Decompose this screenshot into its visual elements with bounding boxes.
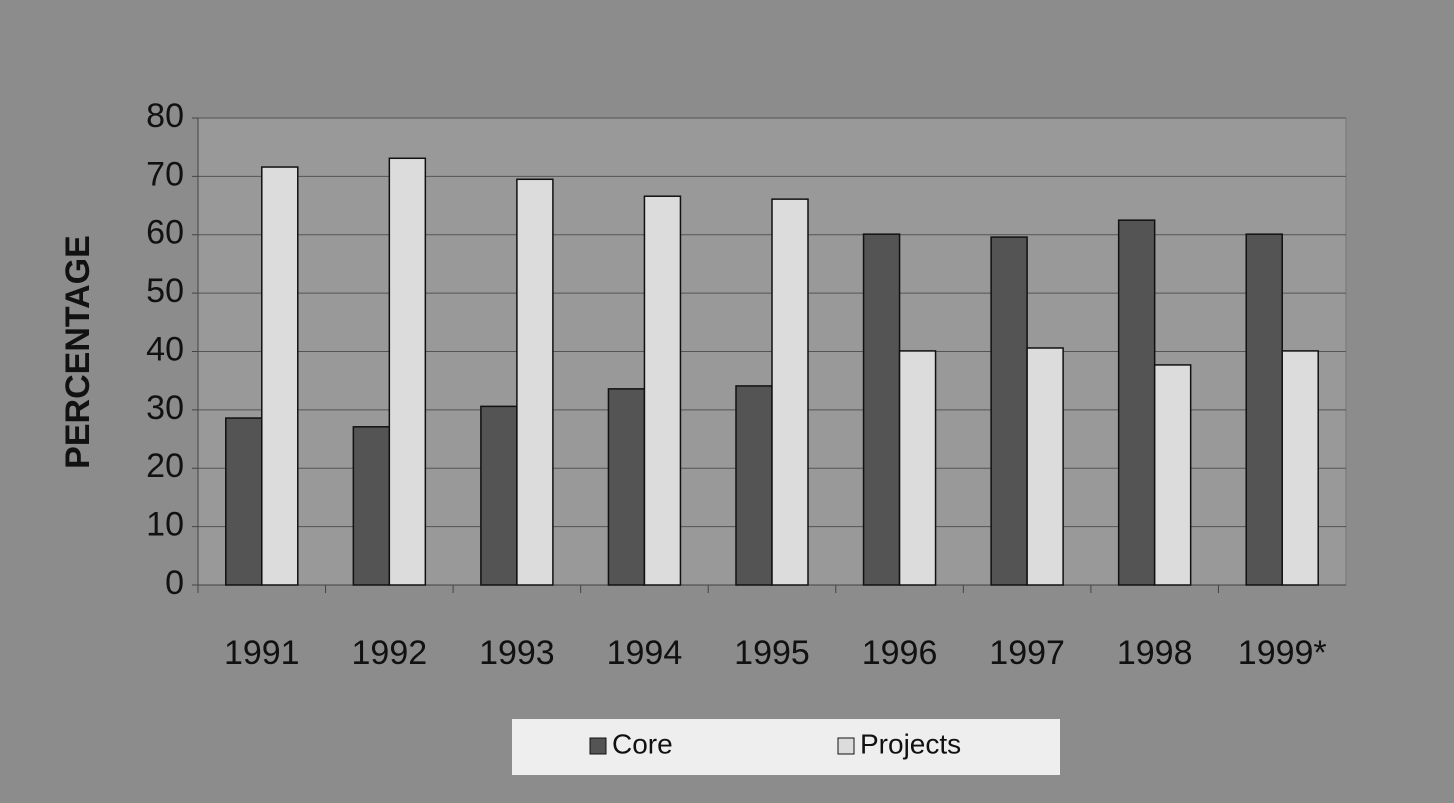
legend-label: Projects	[860, 728, 961, 759]
bar	[735, 385, 773, 586]
bar	[1153, 364, 1192, 586]
legend-swatch	[837, 737, 855, 755]
x-tick-label: 1994	[607, 634, 683, 672]
x-tick-label: 1999*	[1238, 634, 1327, 672]
y-tick-label: 0	[165, 564, 184, 602]
y-tick-label: 10	[146, 506, 184, 544]
bar	[862, 233, 901, 586]
y-axis-label: PERCENTAGE	[59, 235, 97, 469]
bar	[898, 350, 937, 586]
bar	[1245, 233, 1283, 586]
bar	[516, 178, 554, 586]
bar	[990, 236, 1028, 586]
y-tick-label: 20	[146, 447, 184, 485]
legend-swatch	[589, 737, 607, 755]
bar	[352, 426, 391, 586]
bar	[607, 388, 646, 586]
x-tick-label: 1998	[1117, 634, 1193, 672]
bar	[643, 195, 682, 586]
x-tick-label: 1995	[734, 634, 810, 672]
x-tick-label: 1996	[862, 634, 938, 672]
y-tick-label: 70	[146, 155, 184, 193]
bar	[261, 166, 299, 586]
y-tick-label: 50	[146, 272, 184, 310]
bar	[480, 405, 518, 586]
bar	[771, 198, 809, 586]
x-tick-label: 1993	[479, 634, 555, 672]
y-tick-label: 60	[146, 214, 184, 252]
x-tick-label: 1991	[224, 634, 300, 672]
y-tick-label: 30	[146, 389, 184, 427]
x-tick-label: 1997	[989, 634, 1065, 672]
bar	[1117, 219, 1156, 586]
bar	[225, 417, 263, 586]
bar	[1281, 350, 1319, 586]
y-tick-label: 40	[146, 330, 184, 368]
legend-label: Core	[612, 728, 673, 759]
y-tick-label: 80	[146, 97, 184, 135]
bar	[1026, 347, 1064, 586]
bar	[388, 157, 427, 586]
x-tick-label: 1992	[352, 634, 428, 672]
